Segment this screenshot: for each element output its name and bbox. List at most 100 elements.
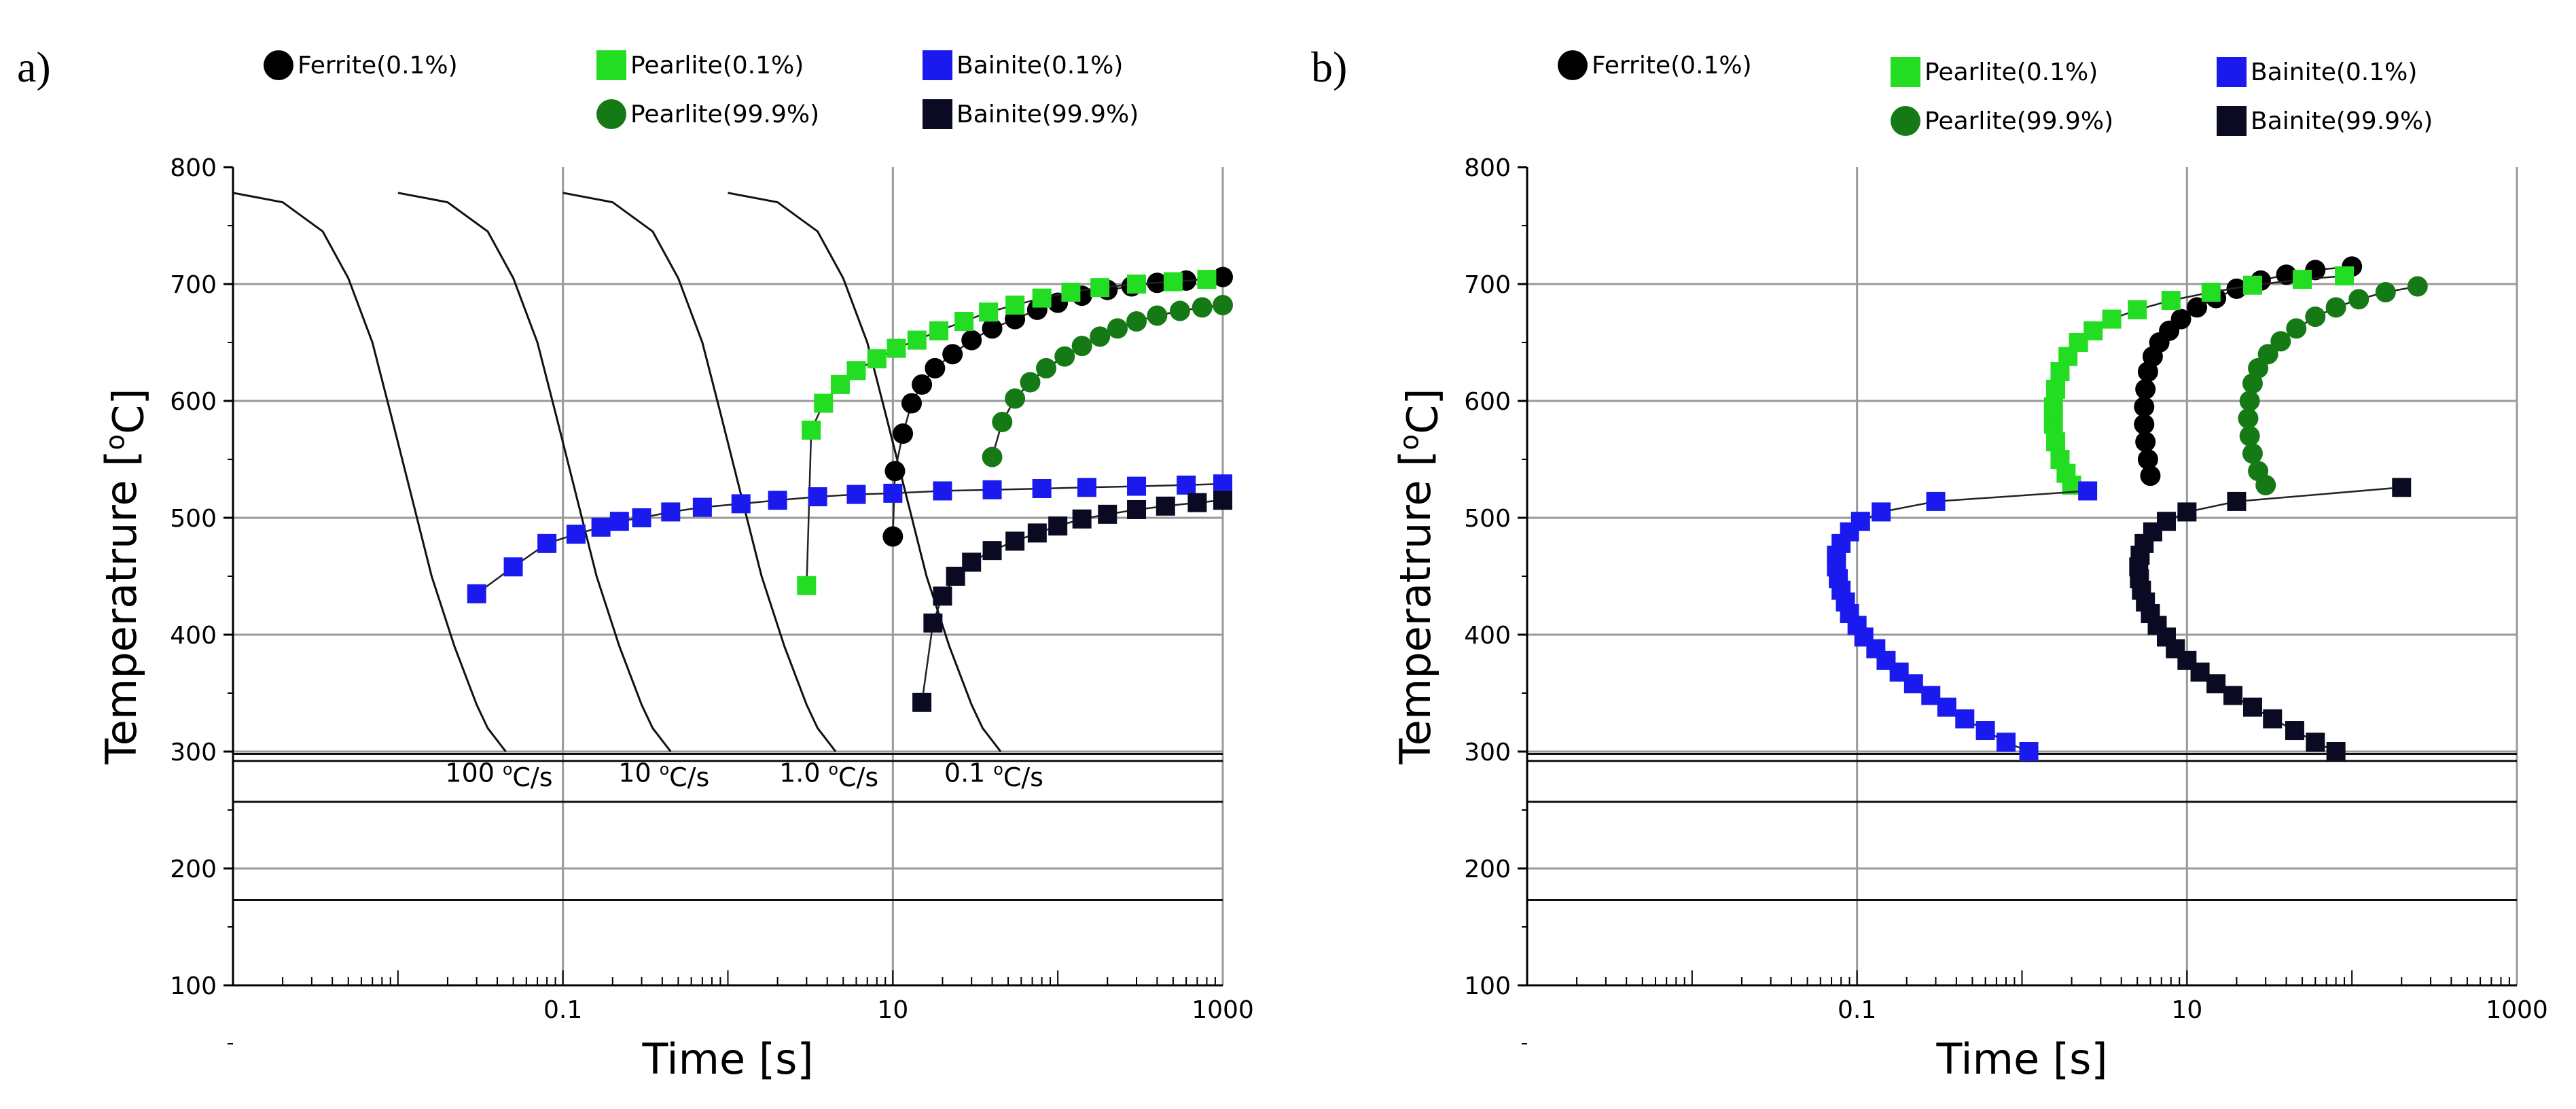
data-point (1090, 278, 1110, 298)
data-point (1169, 300, 1190, 321)
x-axis-title: Time [s] (1935, 1034, 2107, 1084)
data-point (979, 302, 999, 322)
data-point (1032, 479, 1052, 498)
data-point (961, 330, 982, 351)
x-tick-label: 1000 (1192, 996, 1254, 1024)
data-point (907, 330, 927, 350)
data-point (2128, 300, 2147, 319)
data-point (2306, 733, 2325, 752)
legend-marker (264, 50, 293, 80)
data-point (1127, 476, 1147, 496)
data-point (1177, 475, 1196, 495)
data-point (2043, 397, 2063, 417)
x-tick-label: 10 (877, 996, 908, 1024)
panel-label: b) (1311, 43, 1347, 91)
data-point (2137, 449, 2158, 470)
data-point (925, 357, 946, 379)
data-point (1005, 531, 1025, 551)
data-point (2187, 297, 2208, 318)
data-point (2083, 321, 2103, 340)
data-point (923, 613, 943, 633)
data-point (982, 446, 1003, 468)
legend-marker (923, 50, 952, 80)
cooling-rate-label: 1.0 oC/s (779, 758, 878, 792)
data-point (962, 552, 982, 572)
panel-label: a) (17, 43, 51, 91)
data-point (2239, 425, 2260, 446)
data-point (2242, 443, 2263, 464)
y-tick-label: 600 (170, 388, 217, 416)
data-point (1072, 509, 1092, 529)
legend-marker (2217, 57, 2247, 87)
cooling-rate-label: 10 oC/s (618, 758, 709, 792)
data-point (2263, 709, 2283, 728)
legend-label: Pearlite(0.1%) (1925, 58, 2098, 86)
data-point (2102, 309, 2122, 329)
data-point (2161, 291, 2181, 311)
cooling-rate-label: 0.1 oC/s (944, 758, 1043, 792)
legend-marker (596, 99, 626, 129)
y-tick-label: 100 (1464, 972, 1511, 1000)
data-point (2305, 306, 2326, 328)
y-tick-label: 600 (1464, 388, 1511, 416)
data-point (2140, 465, 2161, 487)
data-point (1147, 305, 1168, 326)
data-point (1098, 504, 1117, 524)
x-tick-label: 1000 (2486, 996, 2548, 1024)
legend-label: Ferrite(0.1%) (1592, 52, 1752, 80)
data-point (467, 584, 486, 603)
data-point (1127, 275, 1147, 294)
data-point (2227, 491, 2247, 511)
data-point (2046, 379, 2066, 399)
y-tick-label: 700 (170, 271, 217, 299)
data-point (1048, 516, 1068, 536)
data-point (2050, 450, 2070, 469)
data-point (982, 318, 1003, 339)
legend-marker (1891, 57, 1920, 87)
data-point (2375, 282, 2396, 303)
data-point (1955, 709, 1975, 728)
y-tick-label: 700 (1464, 271, 1511, 299)
data-point (814, 393, 834, 413)
data-point (1036, 357, 1057, 379)
data-point (2078, 481, 2098, 501)
y-tick-label: 400 (1464, 622, 1511, 650)
data-point (1213, 294, 1233, 315)
data-point (830, 374, 850, 394)
data-point (537, 533, 557, 553)
data-point (2177, 502, 2197, 522)
data-point (929, 321, 949, 340)
data-point (2135, 379, 2156, 400)
data-point (1996, 733, 2016, 752)
cooling-curve (232, 192, 507, 752)
data-point (731, 494, 751, 514)
data-point (1872, 502, 1891, 522)
legend-label: Ferrite(0.1%) (298, 52, 458, 80)
data-point (2223, 686, 2243, 705)
data-point (632, 508, 651, 527)
data-point (1071, 336, 1092, 357)
data-point (992, 411, 1013, 432)
legend-marker (2217, 106, 2247, 136)
data-point (2134, 396, 2155, 417)
data-point (692, 497, 712, 517)
data-point (1937, 697, 1956, 717)
data-point (1156, 496, 1175, 516)
chart-panel-b: b) 100 200 300 400 500 600 700 800 0.1 10 1000 Time … (1311, 43, 2548, 1084)
data-point (2270, 331, 2291, 352)
data-point (912, 692, 932, 712)
x-tick-label: 10 (2171, 996, 2202, 1024)
cooling-curve (728, 192, 1002, 752)
data-point (1005, 388, 1026, 409)
cooling-curve (397, 192, 672, 752)
data-point (2293, 270, 2312, 289)
y-tick-label: 300 (170, 739, 217, 767)
data-point (1213, 491, 1232, 510)
data-point (1020, 372, 1041, 393)
x-tick-label: 0.1 (543, 996, 582, 1024)
data-point (2206, 674, 2226, 694)
y-tick-label: 500 (1464, 505, 1511, 533)
data-point (1127, 499, 1147, 519)
data-point (1926, 491, 1946, 511)
y-tick-label: 100 (170, 972, 217, 1000)
